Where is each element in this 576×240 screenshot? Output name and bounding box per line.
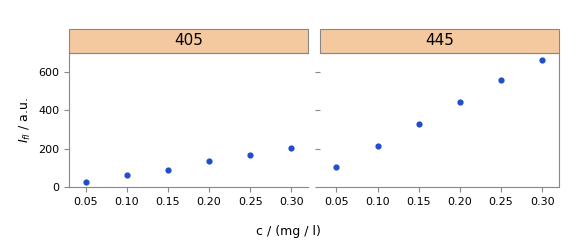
Point	[332, 165, 341, 169]
Point	[414, 122, 423, 126]
Point	[246, 153, 255, 156]
Point	[81, 180, 90, 184]
Point	[455, 100, 464, 104]
Bar	[69, 29, 308, 53]
Text: 445: 445	[425, 33, 454, 48]
Point	[373, 144, 382, 148]
Bar	[320, 29, 559, 53]
Point	[164, 168, 173, 172]
Y-axis label: $I_{fl}$ / a.u.: $I_{fl}$ / a.u.	[18, 97, 33, 143]
Point	[204, 159, 214, 163]
Point	[537, 59, 547, 62]
Point	[122, 173, 131, 177]
Text: 405: 405	[174, 33, 203, 48]
Point	[287, 146, 296, 150]
Text: c / (mg / l): c / (mg / l)	[256, 225, 320, 238]
Point	[497, 78, 506, 82]
